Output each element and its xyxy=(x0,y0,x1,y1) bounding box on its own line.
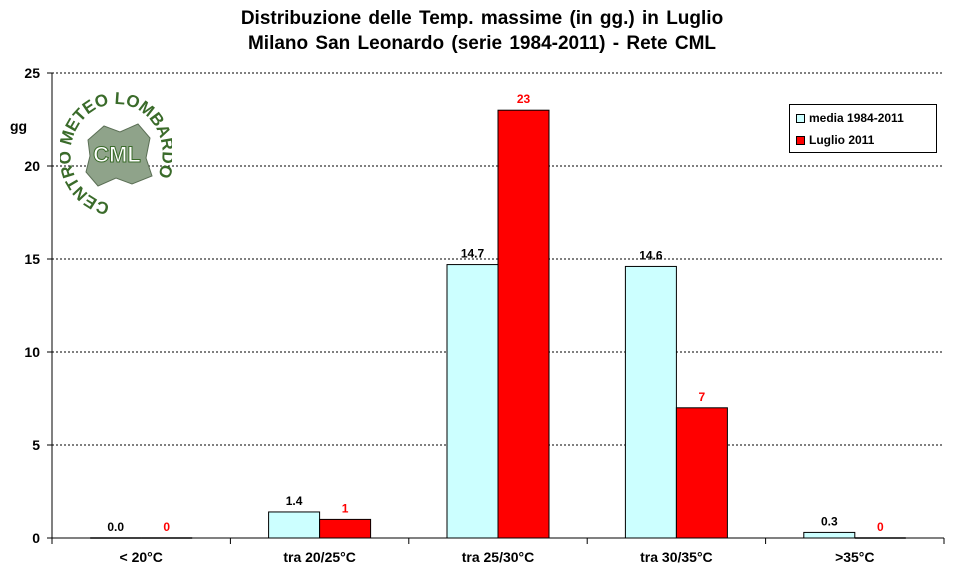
x-tick-label: < 20°C xyxy=(120,549,163,565)
bar-media xyxy=(446,264,499,539)
legend-label-luglio: Luglio 2011 xyxy=(809,133,875,147)
data-label: 14.7 xyxy=(461,247,485,261)
logo-map-shape xyxy=(85,123,153,187)
bar-media xyxy=(268,511,321,539)
legend-swatch-media xyxy=(796,113,805,123)
data-label: 1 xyxy=(342,501,349,515)
legend-entry-luglio: Luglio 2011 xyxy=(796,132,874,148)
bar-media xyxy=(624,265,677,539)
data-label: 0.0 xyxy=(107,520,124,534)
data-label: 23 xyxy=(517,92,531,106)
bar-luglio xyxy=(675,407,728,539)
bar-luglio xyxy=(497,109,550,539)
y-tick-label: 25 xyxy=(24,65,40,81)
chart-legend: media 1984-2011 Luglio 2011 xyxy=(789,104,937,153)
y-tick-label: 0 xyxy=(32,530,40,546)
data-label: 1.4 xyxy=(286,494,303,508)
data-label: 14.6 xyxy=(639,248,663,262)
logo-center-text: CML xyxy=(93,142,141,167)
cml-logo: CENTRO METEO LOMBARDO CML xyxy=(60,92,172,216)
x-tick-label: tra 25/30°C xyxy=(462,549,535,565)
x-tick-label: tra 20/25°C xyxy=(283,549,356,565)
y-tick-label: 10 xyxy=(24,344,40,360)
data-label: 7 xyxy=(699,390,706,404)
data-label: 0 xyxy=(163,520,170,534)
bar-luglio xyxy=(319,518,372,539)
x-tick-label: >35°C xyxy=(835,549,874,565)
legend-swatch-luglio xyxy=(796,135,805,145)
chart-subtitle: Milano San Leonardo (serie 1984-2011) - … xyxy=(247,33,717,54)
bar-media xyxy=(803,531,856,539)
data-label: 0.3 xyxy=(821,514,838,528)
x-tick-label: tra 30/35°C xyxy=(640,549,713,565)
legend-label-media: media 1984-2011 xyxy=(809,111,904,125)
y-axis-label: gg xyxy=(10,118,27,134)
y-tick-label: 5 xyxy=(32,437,40,453)
chart-title: Distribuzione delle Temp. massime (in gg… xyxy=(240,8,724,29)
legend-entry-media: media 1984-2011 xyxy=(796,110,904,126)
data-label: 0 xyxy=(877,520,884,534)
y-tick-label: 15 xyxy=(24,251,40,267)
y-tick-label: 20 xyxy=(24,158,40,174)
